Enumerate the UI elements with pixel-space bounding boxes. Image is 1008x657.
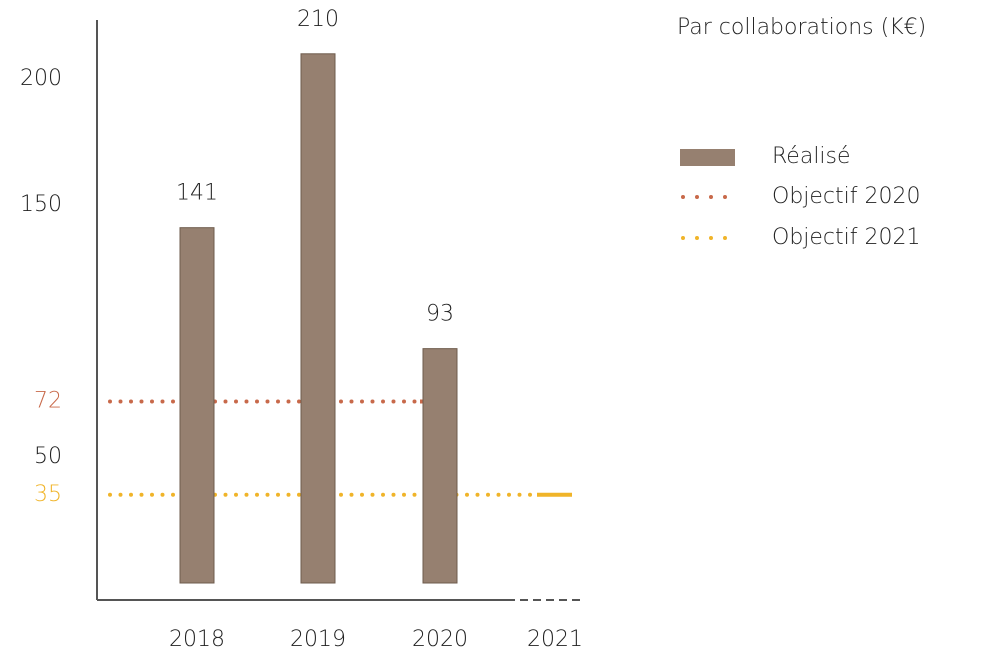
bar bbox=[422, 348, 458, 584]
y-tick-label: 50 bbox=[34, 444, 62, 469]
legend-swatch bbox=[680, 149, 735, 166]
legend-label: Objectif 2021 bbox=[772, 225, 921, 250]
bar bbox=[179, 227, 215, 584]
legend-label: Objectif 2020 bbox=[772, 184, 921, 209]
value-label: 141 bbox=[176, 181, 218, 206]
chart-title: Par collaborations (K€) bbox=[677, 15, 926, 40]
legend-label: Réalisé bbox=[772, 144, 851, 169]
reference-label: 72 bbox=[34, 389, 62, 414]
bar bbox=[300, 53, 336, 584]
value-label: 93 bbox=[426, 302, 454, 327]
y-tick-label: 200 bbox=[20, 66, 62, 91]
x-tick-label: 2020 bbox=[412, 627, 468, 652]
x-tick-label: 2019 bbox=[290, 627, 346, 652]
reference-label: 35 bbox=[34, 482, 62, 507]
x-tick-label: 2018 bbox=[169, 627, 225, 652]
value-label: 210 bbox=[297, 7, 339, 32]
y-tick-label: 150 bbox=[20, 192, 62, 217]
x-tick-label: 2021 bbox=[527, 627, 583, 652]
